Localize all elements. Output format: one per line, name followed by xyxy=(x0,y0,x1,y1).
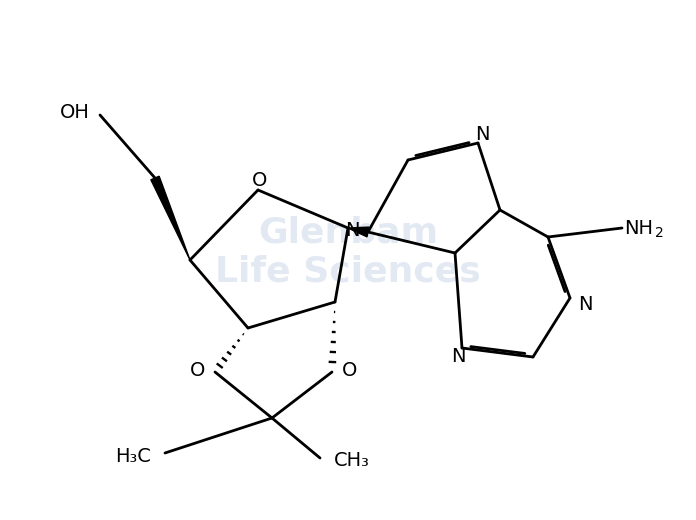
Text: CH₃: CH₃ xyxy=(334,451,370,471)
Text: H₃C: H₃C xyxy=(115,447,151,465)
Text: N: N xyxy=(475,124,489,144)
Text: 2: 2 xyxy=(655,226,664,240)
Text: NH: NH xyxy=(624,218,653,238)
Text: O: O xyxy=(189,360,205,380)
Text: N: N xyxy=(345,222,360,240)
Text: O: O xyxy=(342,360,357,380)
Text: OH: OH xyxy=(60,102,90,122)
Polygon shape xyxy=(348,227,369,237)
Text: N: N xyxy=(451,347,465,367)
Polygon shape xyxy=(151,176,190,260)
Text: Glenbam
Life Sciences: Glenbam Life Sciences xyxy=(215,215,481,289)
Text: O: O xyxy=(253,171,268,189)
Text: N: N xyxy=(578,294,592,314)
